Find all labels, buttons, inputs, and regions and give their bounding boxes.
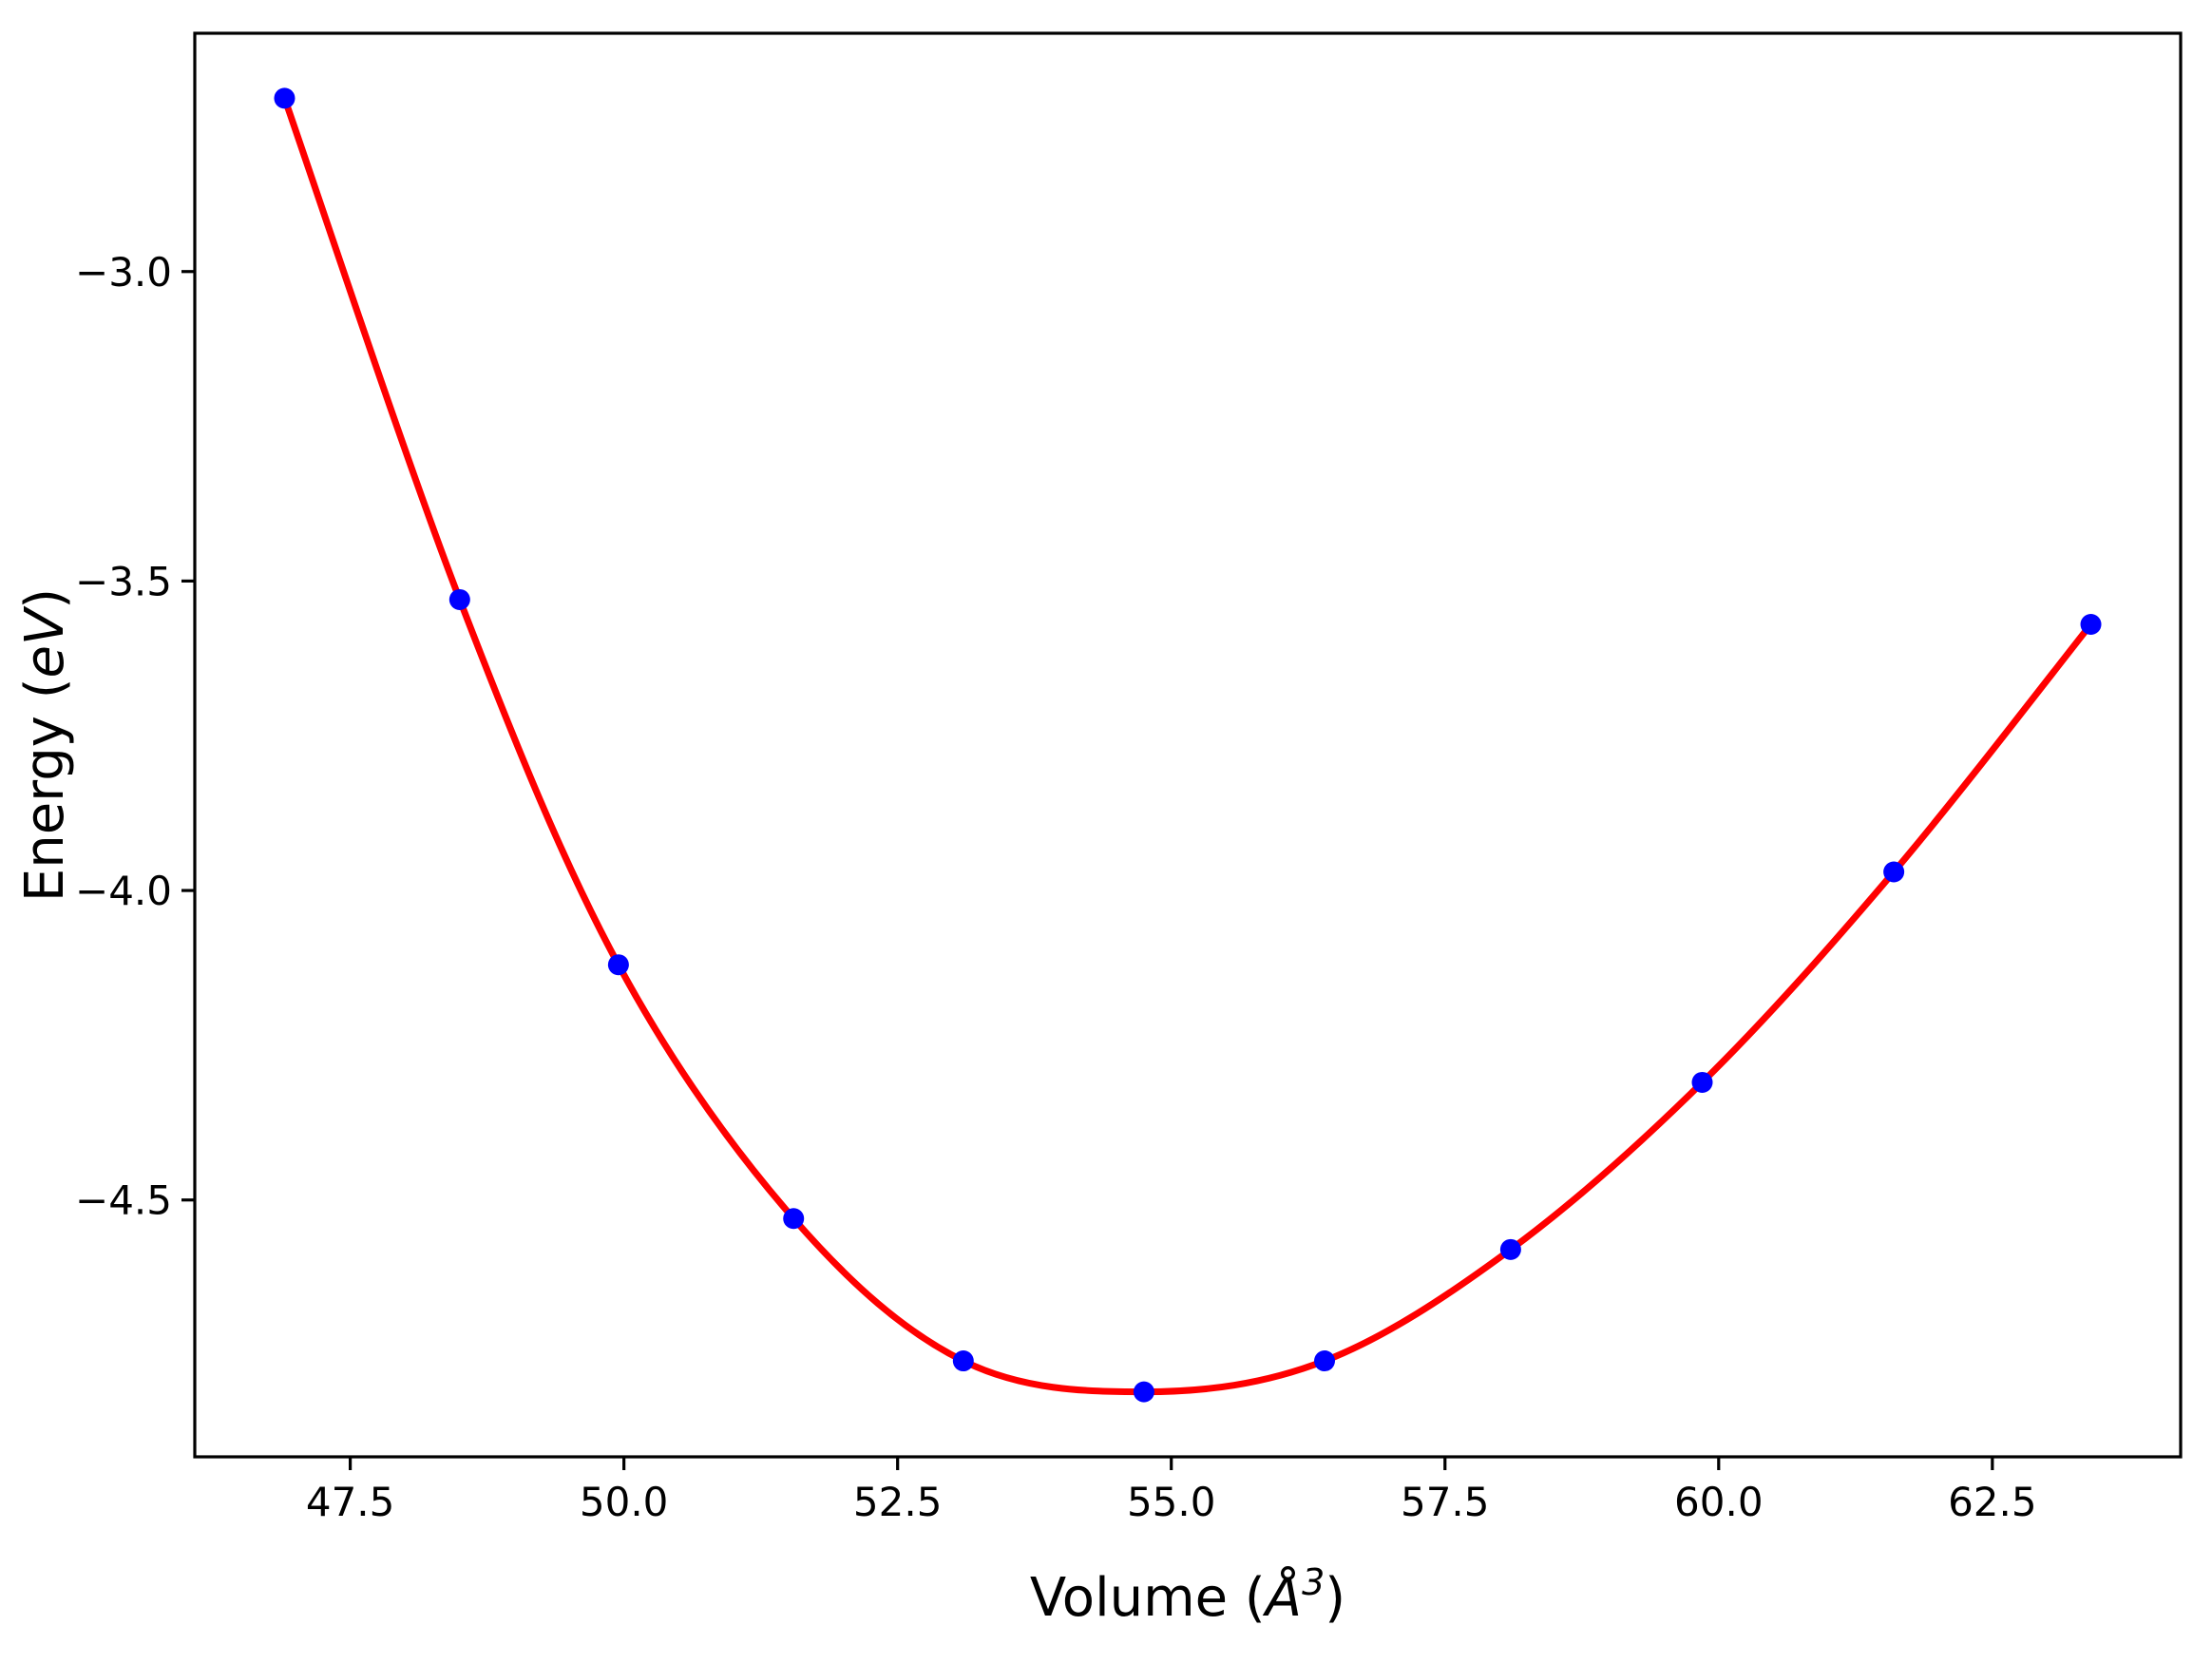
- y-tick-label: −3.0: [75, 249, 172, 296]
- data-point-marker: [1691, 1071, 1713, 1093]
- y-tick-label: −4.5: [75, 1177, 172, 1224]
- plot-spines: [193, 31, 2183, 1459]
- data-point-marker: [1314, 1350, 1336, 1372]
- data-point-marker: [2080, 613, 2102, 635]
- data-point-marker: [1883, 861, 1905, 883]
- data-point-marker: [952, 1350, 974, 1372]
- data-point-marker: [607, 954, 629, 976]
- x-tick-label: 47.5: [306, 1479, 395, 1525]
- x-tick-label: 55.0: [1127, 1479, 1216, 1525]
- eos-fit-curve: [280, 94, 2095, 1396]
- x-axis-label: Volume (Å3): [1030, 1561, 1345, 1629]
- data-point-marker: [783, 1208, 805, 1230]
- y-tick-label: −4.0: [75, 868, 172, 914]
- x-tick-label: 52.5: [853, 1479, 943, 1525]
- x-tick-label: 50.0: [580, 1479, 669, 1525]
- data-point-marker: [1499, 1238, 1521, 1260]
- x-tick-label: 57.5: [1401, 1479, 1490, 1525]
- x-tick-label: 62.5: [1948, 1479, 2037, 1525]
- x-tick-label: 60.0: [1674, 1479, 1764, 1525]
- y-axis-label: Energy (eV): [14, 588, 76, 902]
- y-tick-label: −3.5: [75, 558, 172, 604]
- data-point-marker: [1133, 1381, 1154, 1403]
- data-point-marker: [448, 588, 470, 610]
- data-point-marker: [274, 87, 296, 109]
